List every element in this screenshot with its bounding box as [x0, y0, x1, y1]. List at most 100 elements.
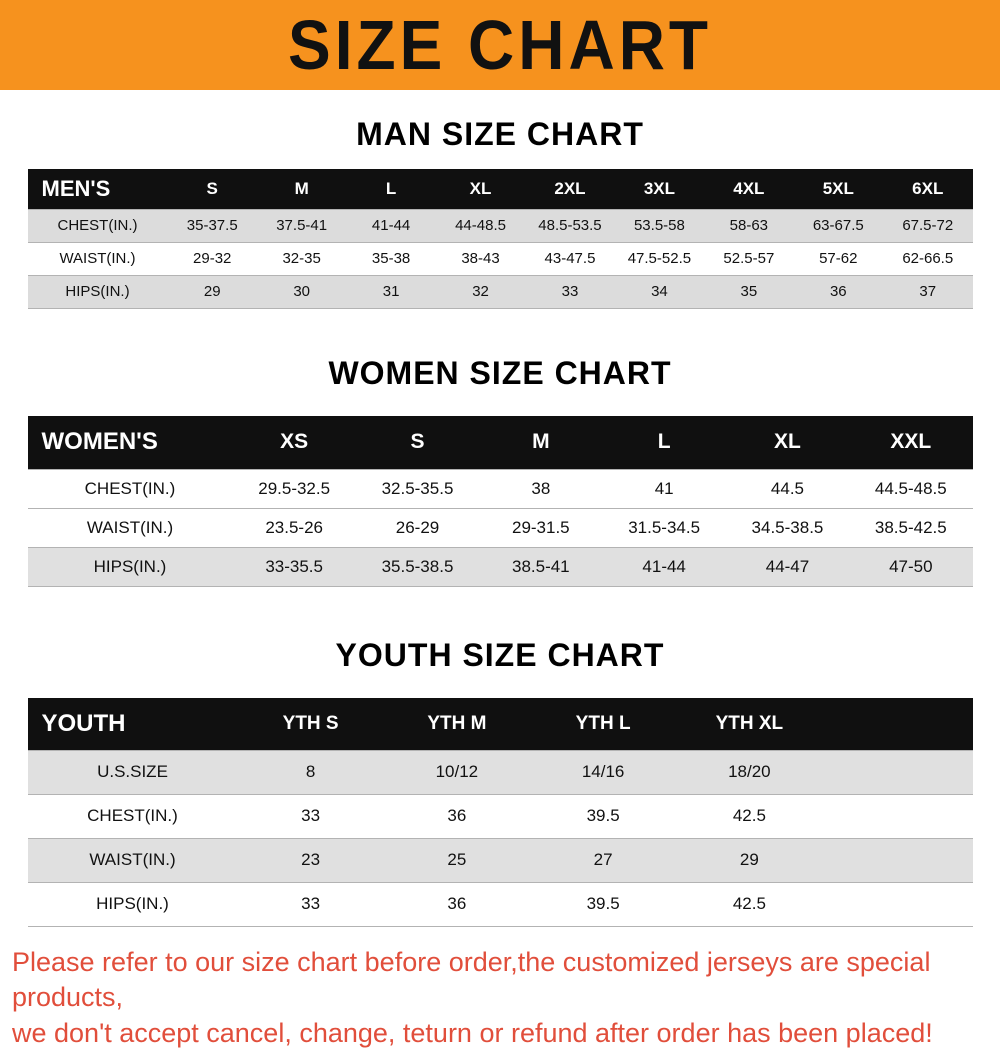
size-column-header: XL [436, 169, 525, 209]
size-value-cell: 52.5-57 [704, 242, 793, 275]
size-value-cell: 62-66.5 [883, 242, 973, 275]
footer-disclaimer: Please refer to our size chart before or… [0, 945, 1000, 1051]
size-column-header: L [346, 169, 435, 209]
size-value-cell: 38.5-42.5 [849, 509, 972, 548]
size-value-cell: 36 [384, 882, 530, 926]
table-title-cell: MEN'S [28, 169, 168, 209]
size-value-cell: 42.5 [676, 794, 822, 838]
size-value-cell: 8 [238, 750, 384, 794]
size-value-cell: 38.5-41 [479, 548, 602, 587]
size-value-cell: 47-50 [849, 548, 972, 587]
size-column-header: XS [233, 416, 356, 470]
size-value-cell: 41-44 [346, 209, 435, 242]
size-value-cell: 42.5 [676, 882, 822, 926]
size-value-cell: 41 [602, 470, 725, 509]
size-value-cell: 23 [238, 838, 384, 882]
size-column-header: YTH L [530, 698, 676, 750]
size-column-header: S [168, 169, 257, 209]
size-value-cell: 31.5-34.5 [602, 509, 725, 548]
row-label: HIPS(IN.) [28, 882, 238, 926]
table-title-cell: WOMEN'S [28, 416, 233, 470]
size-value-cell: 35-37.5 [168, 209, 257, 242]
size-value-cell: 39.5 [530, 794, 676, 838]
size-value-cell: 32.5-35.5 [356, 470, 479, 509]
size-value-cell: 44.5 [726, 470, 849, 509]
size-value-cell: 34 [615, 275, 704, 308]
size-column-header: 5XL [794, 169, 883, 209]
size-value-cell: 25 [384, 838, 530, 882]
size-value-cell: 57-62 [794, 242, 883, 275]
size-value-cell: 39.5 [530, 882, 676, 926]
row-label: HIPS(IN.) [28, 548, 233, 587]
size-value-cell: 38-43 [436, 242, 525, 275]
row-label: WAIST(IN.) [28, 509, 233, 548]
size-column-header: L [602, 416, 725, 470]
size-column-header: XXL [849, 416, 972, 470]
size-value-cell: 32-35 [257, 242, 346, 275]
size-value-cell: 35 [704, 275, 793, 308]
size-value-cell: 44-47 [726, 548, 849, 587]
size-column-header: 4XL [704, 169, 793, 209]
size-column-header: YTH M [384, 698, 530, 750]
size-chart-banner: SIZE CHART [0, 0, 1000, 90]
size-value-cell: 33-35.5 [233, 548, 356, 587]
filler-cell [823, 750, 973, 794]
size-value-cell: 33 [238, 794, 384, 838]
size-column-header: 2XL [525, 169, 614, 209]
row-label: WAIST(IN.) [28, 242, 168, 275]
size-value-cell: 29-31.5 [479, 509, 602, 548]
size-value-cell: 41-44 [602, 548, 725, 587]
row-label: HIPS(IN.) [28, 275, 168, 308]
banner-title: SIZE CHART [288, 5, 712, 85]
size-value-cell: 32 [436, 275, 525, 308]
footer-line-1: Please refer to our size chart before or… [12, 945, 988, 1016]
size-value-cell: 30 [257, 275, 346, 308]
size-column-header: 3XL [615, 169, 704, 209]
row-label: U.S.SIZE [28, 750, 238, 794]
size-value-cell: 35-38 [346, 242, 435, 275]
row-label: CHEST(IN.) [28, 794, 238, 838]
table-title-cell: YOUTH [28, 698, 238, 750]
size-column-header: 6XL [883, 169, 973, 209]
size-value-cell: 26-29 [356, 509, 479, 548]
size-value-cell: 29.5-32.5 [233, 470, 356, 509]
size-value-cell: 63-67.5 [794, 209, 883, 242]
row-label: WAIST(IN.) [28, 838, 238, 882]
youth-section-heading: YOUTH SIZE CHART [0, 637, 1000, 674]
size-value-cell: 44.5-48.5 [849, 470, 972, 509]
size-column-header: S [356, 416, 479, 470]
size-value-cell: 43-47.5 [525, 242, 614, 275]
size-value-cell: 53.5-58 [615, 209, 704, 242]
women-section-heading: WOMEN SIZE CHART [0, 355, 1000, 392]
size-column-header: XL [726, 416, 849, 470]
size-value-cell: 33 [525, 275, 614, 308]
size-value-cell: 67.5-72 [883, 209, 973, 242]
row-label: CHEST(IN.) [28, 470, 233, 509]
size-value-cell: 35.5-38.5 [356, 548, 479, 587]
size-value-cell: 34.5-38.5 [726, 509, 849, 548]
size-value-cell: 36 [384, 794, 530, 838]
size-value-cell: 29 [676, 838, 822, 882]
size-column-header: M [257, 169, 346, 209]
size-column-header: YTH S [238, 698, 384, 750]
size-value-cell: 37 [883, 275, 973, 308]
